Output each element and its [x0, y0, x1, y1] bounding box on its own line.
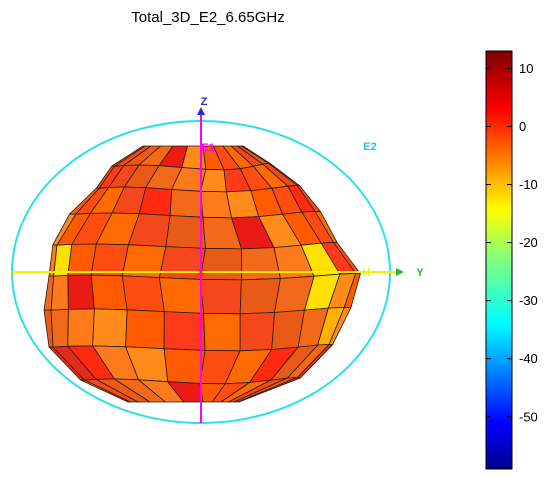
mesh-facet: [163, 311, 206, 351]
colorbar-tick-label: -20: [519, 235, 538, 250]
colorbar-ticks: 10 0 -10 -20 -30 -40 -50: [486, 61, 538, 424]
origin-marker: [197, 268, 205, 276]
e1-label: E1: [201, 142, 214, 154]
colorbar-tick-label: -50: [519, 409, 538, 424]
colorbar-tick-label: 0: [519, 119, 526, 134]
colorbar: 10 0 -10 -20 -30 -40 -50: [485, 50, 538, 470]
y-axis-arrowhead: [396, 268, 404, 276]
colorbar-tick-label: -30: [519, 293, 538, 308]
mesh-facet: [239, 312, 275, 352]
mesh-facet: [240, 247, 281, 281]
mesh-facet: [237, 376, 301, 403]
mesh-facet: [50, 308, 69, 348]
mesh-facet: [92, 308, 128, 348]
mesh-facet: [125, 309, 165, 350]
mesh-facet: [158, 277, 205, 314]
mesh-facet: [203, 312, 241, 352]
mesh-facet: [239, 278, 281, 315]
radiation-mesh: [43, 145, 361, 403]
mesh-facet: [199, 278, 242, 315]
chart-title: Total_3D_E2_6.65GHz: [131, 9, 284, 26]
z-axis-label: Z: [201, 96, 208, 108]
colorbar-tick-label: -10: [519, 177, 538, 192]
colorbar-tick-label: 10: [519, 61, 533, 76]
mesh-facet: [50, 274, 69, 311]
mesh-facet: [90, 274, 128, 311]
colorbar-strip: [485, 50, 513, 470]
mesh-facet: [165, 215, 206, 249]
mesh-facet: [169, 189, 204, 218]
colorbar-tick-label: -40: [519, 351, 538, 366]
mesh-facet: [67, 274, 95, 310]
y-axis-tick-marker: [363, 268, 370, 276]
e2-label: E2: [363, 141, 376, 153]
mesh-facet: [199, 247, 242, 281]
z-axis-arrowhead: [197, 107, 205, 115]
y-axis-label: Y: [416, 267, 424, 279]
mesh-facet: [163, 348, 206, 384]
mesh-facet: [67, 308, 95, 347]
mesh-facet: [121, 275, 165, 313]
